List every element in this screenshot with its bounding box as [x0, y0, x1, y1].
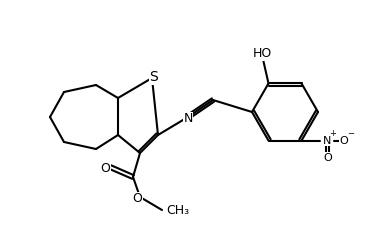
- Text: HO: HO: [253, 47, 272, 60]
- Text: S: S: [150, 70, 158, 84]
- Text: O: O: [339, 135, 348, 146]
- Text: O: O: [100, 161, 110, 175]
- Text: +: +: [329, 129, 336, 138]
- Text: −: −: [347, 129, 354, 138]
- Text: O: O: [323, 153, 332, 163]
- Text: CH₃: CH₃: [166, 205, 189, 217]
- Text: N: N: [183, 113, 193, 125]
- Text: O: O: [132, 193, 142, 205]
- Text: N: N: [323, 135, 332, 146]
